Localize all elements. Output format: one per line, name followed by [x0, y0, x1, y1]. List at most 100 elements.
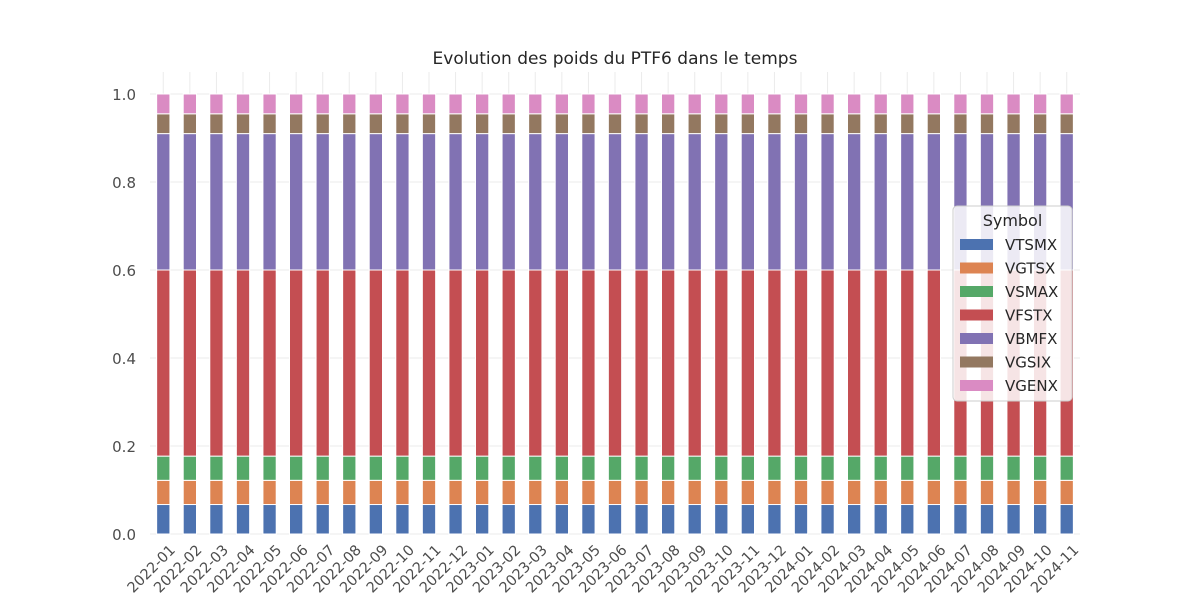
bar-segment-vbmfx-2024-03	[847, 133, 862, 271]
bar-segment-vtsmx-2024-07	[953, 504, 968, 535]
bar-segment-vbmfx-2022-12	[448, 133, 463, 271]
y-tick-label: 0.2	[112, 438, 136, 456]
bar-segment-vgenx-2022-02	[182, 93, 197, 115]
bar-segment-vsmax-2024-06	[926, 455, 942, 481]
bar-segment-vgtsx-2022-04	[235, 479, 251, 506]
bar-segment-vsmax-2023-11	[740, 455, 756, 481]
bar-segment-vgenx-2023-02	[501, 93, 516, 115]
bar-segment-vgenx-2022-06	[289, 93, 304, 115]
bar-segment-vsmax-2022-06	[289, 455, 304, 481]
bar-segment-vgenx-2023-09	[687, 93, 702, 115]
bar-segment-vtsmx-2022-11	[421, 504, 437, 535]
y-tick-label: 0.0	[112, 526, 136, 544]
legend-swatch-vtsmx	[960, 239, 993, 250]
bar-segment-vfstx-2023-04	[554, 269, 570, 457]
bar-segment-vtsmx-2023-02	[501, 504, 516, 535]
bar-segment-vtsmx-2023-08	[661, 504, 676, 535]
bar-segment-vsmax-2023-12	[767, 455, 782, 481]
x-axis: 2022-012022-022022-032022-042022-052022-…	[125, 542, 1083, 596]
bar-segment-vgtsx-2022-08	[342, 479, 357, 506]
bar-segment-vfstx-2022-04	[235, 269, 251, 457]
bar-segment-vgenx-2022-09	[368, 93, 384, 115]
bar-segment-vgtsx-2024-11	[1059, 479, 1074, 506]
bar-segment-vgtsx-2024-10	[1033, 479, 1048, 506]
bar-segment-vbmfx-2023-03	[528, 133, 543, 271]
bar-segment-vbmfx-2023-01	[475, 133, 490, 271]
bar-segment-vsmax-2022-11	[421, 455, 437, 481]
bar-segment-vtsmx-2022-04	[235, 504, 251, 535]
bar-segment-vfstx-2024-04	[873, 269, 888, 457]
bar-segment-vbmfx-2023-09	[687, 133, 702, 271]
bar-segment-vsmax-2023-09	[687, 455, 702, 481]
bar-segment-vtsmx-2022-03	[209, 504, 224, 535]
bar-segment-vfstx-2023-09	[687, 269, 702, 457]
bar-segment-vgsix-2022-08	[342, 113, 357, 135]
bar-segment-vgsix-2023-11	[740, 113, 756, 135]
bar-segment-vgenx-2022-07	[315, 93, 330, 115]
bar-segment-vgtsx-2024-01	[793, 479, 809, 506]
bar-segment-vfstx-2023-05	[581, 269, 596, 457]
bar-segment-vgenx-2023-08	[661, 93, 676, 115]
bar-segment-vbmfx-2023-12	[767, 133, 782, 271]
bar-segment-vtsmx-2024-01	[793, 504, 809, 535]
bar-segment-vsmax-2022-01	[156, 455, 171, 481]
legend: Symbol VTSMX VGTSX VSMAX VFSTX VBMFX VGSIX VGEN…	[952, 205, 1073, 402]
bar-segment-vgenx-2022-01	[156, 93, 171, 115]
bar-segment-vgsix-2024-05	[900, 113, 915, 135]
bar-segment-vgenx-2024-10	[1033, 93, 1048, 115]
bar-segment-vgenx-2024-02	[820, 93, 835, 115]
bar-segment-vsmax-2022-05	[262, 455, 277, 481]
bar-segment-vfstx-2023-12	[767, 269, 782, 457]
y-tick-label: 0.6	[112, 262, 136, 280]
legend-swatch-vbmfx	[960, 333, 993, 344]
bar-segment-vtsmx-2024-03	[847, 504, 862, 535]
bar-segment-vgsix-2022-04	[235, 113, 251, 135]
bar-segment-vfstx-2023-06	[607, 269, 623, 457]
legend-label-vgsix: VGSIX	[1005, 354, 1051, 372]
bar-segment-vgtsx-2022-10	[395, 479, 410, 506]
bar-segment-vgenx-2022-05	[262, 93, 277, 115]
y-tick-label: 0.8	[112, 174, 136, 192]
bar-segment-vgenx-2024-09	[1006, 93, 1021, 115]
bar-segment-vgsix-2022-02	[182, 113, 197, 135]
bar-segment-vbmfx-2023-10	[714, 133, 729, 271]
bar-segment-vgsix-2022-10	[395, 113, 410, 135]
bar-segment-vsmax-2024-02	[820, 455, 835, 481]
bar-segment-vgenx-2024-05	[900, 93, 915, 115]
bar-segment-vsmax-2023-06	[607, 455, 623, 481]
bar-segment-vtsmx-2024-10	[1033, 504, 1048, 535]
bar-segment-vgtsx-2022-12	[448, 479, 463, 506]
bar-segment-vgenx-2024-07	[953, 93, 968, 115]
legend-swatch-vfstx	[960, 309, 993, 321]
bar-segment-vgtsx-2024-05	[900, 479, 915, 506]
legend-label-vgenx: VGENX	[1005, 377, 1058, 395]
bar-segment-vbmfx-2023-04	[554, 133, 570, 271]
bar-segment-vgsix-2023-04	[554, 113, 570, 135]
bar-segment-vsmax-2022-09	[368, 455, 384, 481]
bar-segment-vtsmx-2023-11	[740, 504, 756, 535]
bar-segment-vgsix-2024-10	[1033, 113, 1048, 135]
bar-segment-vtsmx-2023-05	[581, 504, 596, 535]
bar-segment-vbmfx-2022-06	[289, 133, 304, 271]
bar-segment-vfstx-2024-01	[793, 269, 809, 457]
bar-segment-vbmfx-2022-09	[368, 133, 384, 271]
bar-segment-vgsix-2022-07	[315, 113, 330, 135]
bar-segment-vsmax-2022-03	[209, 455, 224, 481]
bar-segment-vgtsx-2023-09	[687, 479, 702, 506]
bar-segment-vgsix-2023-01	[475, 113, 490, 135]
bar-segment-vfstx-2022-10	[395, 269, 410, 457]
bar-segment-vgsix-2023-05	[581, 113, 596, 135]
bar-segment-vsmax-2024-03	[847, 455, 862, 481]
bar-segment-vgsix-2024-07	[953, 113, 968, 135]
bar-segment-vgtsx-2022-02	[182, 479, 197, 506]
legend-swatch-vgenx	[960, 380, 993, 391]
y-tick-label: 1.0	[112, 86, 136, 104]
bar-segment-vgtsx-2024-07	[953, 479, 968, 506]
bar-segment-vtsmx-2022-10	[395, 504, 410, 535]
bar-segment-vgsix-2024-09	[1006, 113, 1021, 135]
bar-segment-vgtsx-2022-03	[209, 479, 224, 506]
bar-segment-vsmax-2023-04	[554, 455, 570, 481]
bar-segment-vfstx-2022-03	[209, 269, 224, 457]
bar-segment-vfstx-2023-03	[528, 269, 543, 457]
bar-segment-vfstx-2023-02	[501, 269, 516, 457]
